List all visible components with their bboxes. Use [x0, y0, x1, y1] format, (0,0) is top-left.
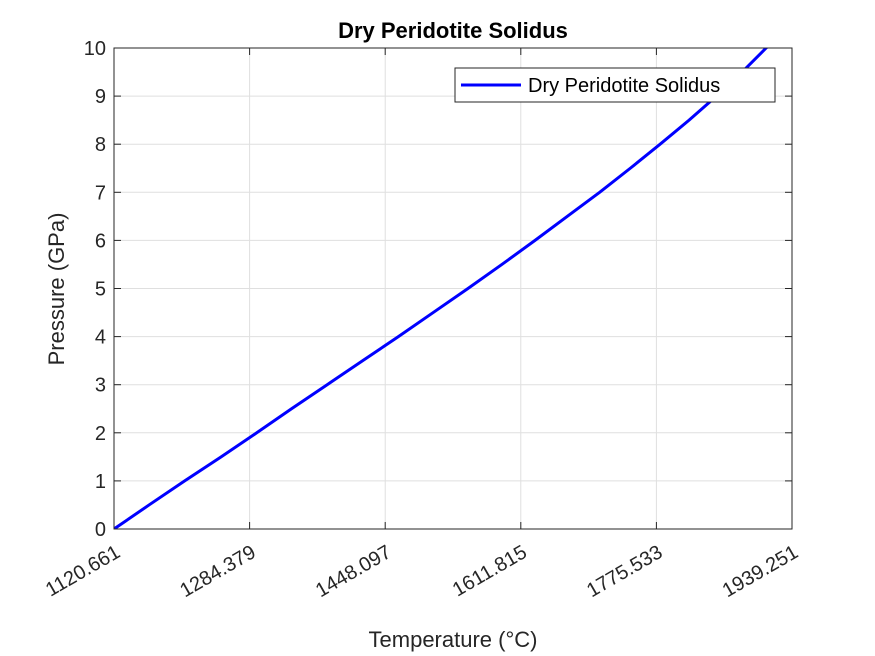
y-tick-label: 8	[95, 134, 106, 156]
y-tick-label: 4	[95, 327, 106, 349]
legend: Dry Peridotite Solidus	[454, 67, 776, 103]
x-axis-label: Temperature (°C)	[369, 627, 538, 652]
y-tick-label: 2	[95, 423, 106, 445]
y-tick-label: 7	[95, 182, 106, 204]
chart-title: Dry Peridotite Solidus	[338, 18, 568, 43]
y-tick-label: 5	[95, 279, 106, 301]
y-tick-label: 3	[95, 375, 106, 397]
y-tick-label: 1	[95, 471, 106, 493]
y-tick-label: 9	[95, 86, 106, 108]
tick-marks	[113, 47, 793, 530]
grid	[114, 48, 792, 529]
y-tick-label: 6	[95, 230, 106, 252]
y-tick-labels: 0 1 2 3 4 5 6 7 8 9 10	[84, 38, 106, 541]
legend-entry-label: Dry Peridotite Solidus	[528, 75, 720, 97]
y-tick-label: 0	[95, 519, 106, 541]
y-tick-label: 10	[84, 38, 106, 60]
y-axis-label: Pressure (GPa)	[44, 213, 69, 366]
